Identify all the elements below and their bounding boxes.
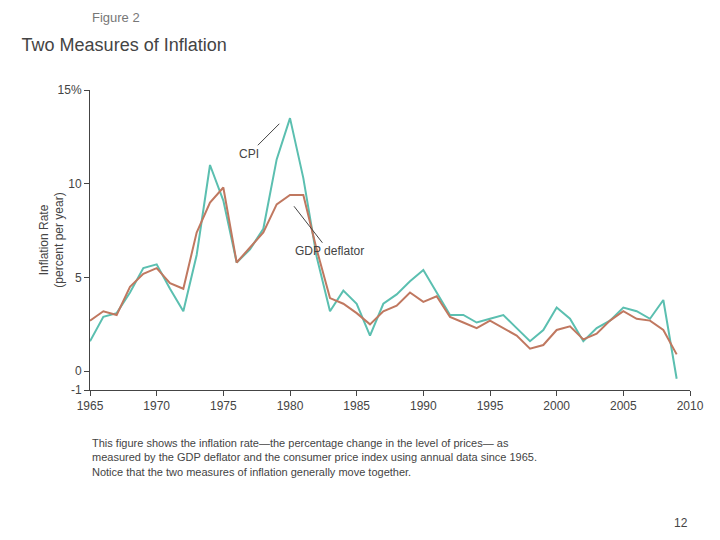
svg-text:CPI: CPI: [239, 147, 259, 161]
svg-text:15%: 15%: [58, 83, 82, 97]
svg-text:Two Measures of Inflation: Two Measures of Inflation: [22, 35, 227, 55]
svg-text:5: 5: [75, 271, 82, 285]
svg-text:1965: 1965: [77, 399, 104, 413]
svg-text:GDP deflator: GDP deflator: [295, 244, 364, 258]
svg-text:2005: 2005: [610, 399, 637, 413]
svg-text:1995: 1995: [477, 399, 504, 413]
svg-text:1980: 1980: [277, 399, 304, 413]
svg-text:2010: 2010: [677, 399, 704, 413]
svg-text:1975: 1975: [210, 399, 237, 413]
svg-text:1970: 1970: [143, 399, 170, 413]
svg-text:12: 12: [674, 516, 688, 530]
svg-text:Inflation Rate(percent per yea: Inflation Rate(percent per year): [37, 192, 67, 287]
svg-text:1985: 1985: [343, 399, 370, 413]
svg-text:2000: 2000: [543, 399, 570, 413]
svg-text:Figure 2: Figure 2: [92, 10, 140, 25]
svg-text:1990: 1990: [410, 399, 437, 413]
svg-text:-1: -1: [71, 383, 82, 397]
svg-text:0: 0: [75, 364, 82, 378]
svg-text:10: 10: [68, 177, 82, 191]
svg-text:This figure shows the inflatio: This figure shows the inflation rate—the…: [92, 437, 537, 478]
